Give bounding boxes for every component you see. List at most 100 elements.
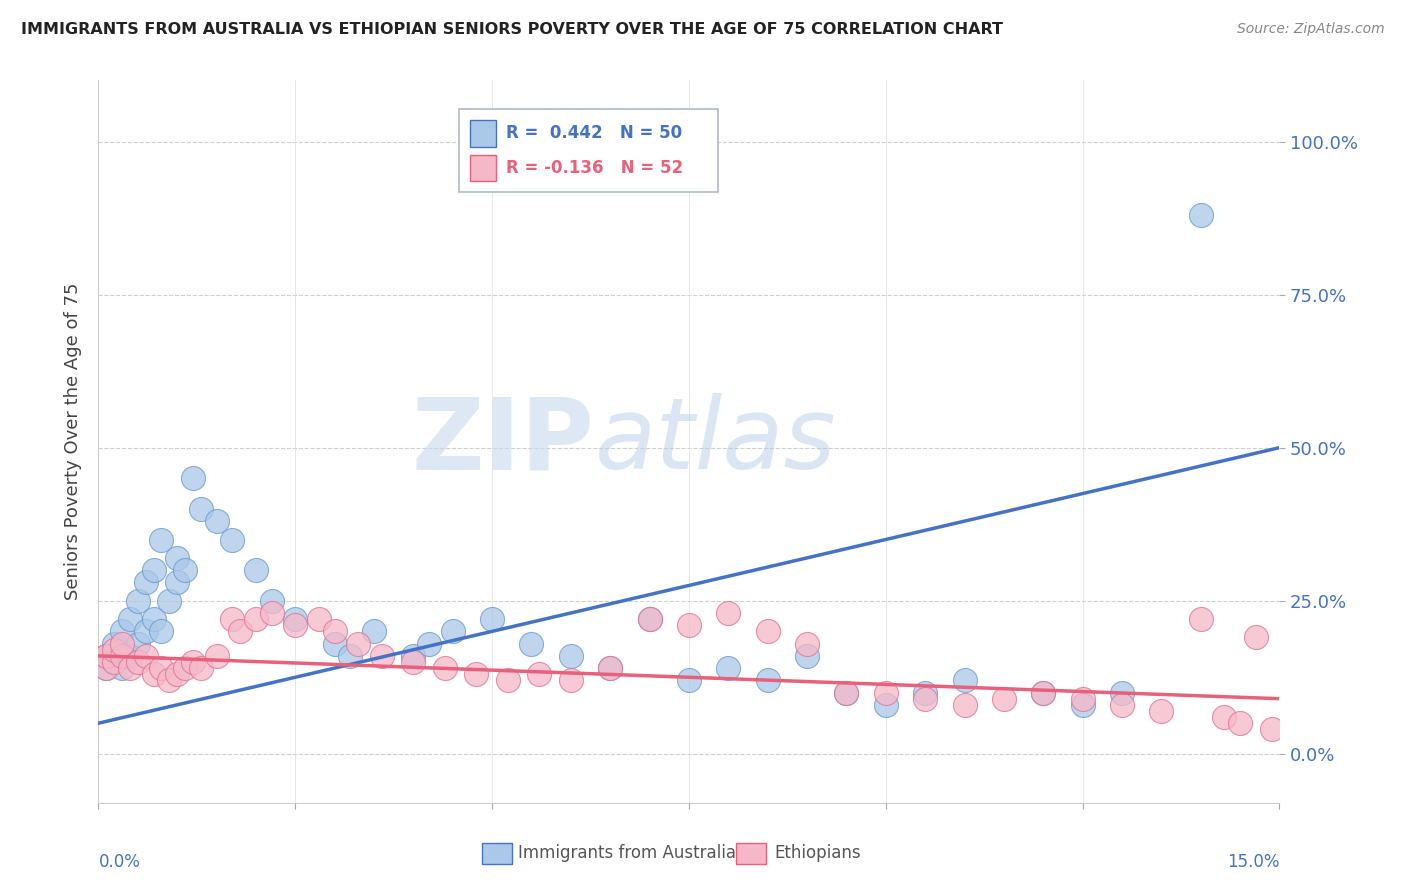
- Point: [96, 661, 118, 675]
- Point: [1111, 698, 1133, 712]
- Bar: [737, 843, 766, 864]
- Point: [142, 612, 165, 626]
- Y-axis label: Seniors Poverty Over the Age of 75: Seniors Poverty Over the Age of 75: [63, 283, 82, 600]
- Point: [96, 648, 118, 663]
- Point: [1071, 691, 1094, 706]
- Point: [756, 673, 779, 688]
- Point: [111, 661, 134, 675]
- Text: atlas: atlas: [595, 393, 837, 490]
- Point: [174, 661, 197, 675]
- Point: [520, 637, 543, 651]
- Point: [166, 667, 188, 681]
- Point: [221, 533, 243, 547]
- Text: 15.0%: 15.0%: [1227, 854, 1279, 871]
- Bar: [471, 155, 496, 181]
- Point: [1229, 716, 1251, 731]
- Point: [717, 661, 740, 675]
- Point: [1189, 208, 1212, 222]
- Point: [875, 698, 897, 712]
- Point: [323, 637, 346, 651]
- Point: [181, 471, 204, 485]
- Bar: [482, 843, 512, 864]
- Point: [1111, 685, 1133, 699]
- Point: [111, 624, 134, 639]
- Point: [339, 648, 361, 663]
- Point: [717, 606, 740, 620]
- Text: R =  0.442   N = 50: R = 0.442 N = 50: [506, 124, 682, 143]
- Point: [166, 575, 188, 590]
- Point: [103, 637, 125, 651]
- Text: 0.0%: 0.0%: [98, 854, 141, 871]
- Point: [433, 661, 456, 675]
- Point: [835, 685, 858, 699]
- Point: [103, 655, 125, 669]
- Point: [205, 648, 228, 663]
- Point: [323, 624, 346, 639]
- Point: [1244, 631, 1267, 645]
- Point: [166, 550, 188, 565]
- Point: [127, 655, 149, 669]
- Point: [835, 685, 858, 699]
- Point: [135, 624, 157, 639]
- Point: [418, 637, 440, 651]
- Point: [229, 624, 252, 639]
- Point: [205, 514, 228, 528]
- Point: [363, 624, 385, 639]
- Point: [402, 648, 425, 663]
- Point: [993, 691, 1015, 706]
- Text: ZIP: ZIP: [412, 393, 595, 490]
- Point: [103, 642, 125, 657]
- Point: [402, 655, 425, 669]
- Point: [221, 612, 243, 626]
- Point: [157, 673, 180, 688]
- Point: [371, 648, 394, 663]
- Point: [678, 673, 700, 688]
- Point: [190, 661, 212, 675]
- Point: [284, 612, 307, 626]
- Point: [118, 612, 141, 626]
- Point: [1260, 723, 1282, 737]
- Point: [111, 648, 134, 663]
- Point: [1071, 698, 1094, 712]
- Point: [1189, 612, 1212, 626]
- Text: Source: ZipAtlas.com: Source: ZipAtlas.com: [1237, 22, 1385, 37]
- Point: [127, 593, 149, 607]
- Point: [284, 618, 307, 632]
- Point: [308, 612, 330, 626]
- Point: [96, 648, 118, 663]
- Point: [875, 685, 897, 699]
- Point: [190, 502, 212, 516]
- Point: [96, 661, 118, 675]
- Point: [496, 673, 519, 688]
- Point: [1032, 685, 1054, 699]
- Point: [118, 661, 141, 675]
- Point: [142, 667, 165, 681]
- Point: [245, 563, 267, 577]
- Point: [529, 667, 551, 681]
- Point: [914, 691, 936, 706]
- Text: R = -0.136   N = 52: R = -0.136 N = 52: [506, 159, 683, 178]
- Point: [174, 563, 197, 577]
- Text: Immigrants from Australia: Immigrants from Australia: [517, 845, 735, 863]
- Point: [481, 612, 503, 626]
- Point: [135, 575, 157, 590]
- Point: [135, 648, 157, 663]
- Point: [111, 637, 134, 651]
- Point: [118, 648, 141, 663]
- Point: [260, 593, 283, 607]
- Bar: [471, 120, 496, 146]
- Point: [142, 563, 165, 577]
- Point: [756, 624, 779, 639]
- Point: [796, 637, 818, 651]
- Point: [150, 661, 173, 675]
- Text: IMMIGRANTS FROM AUSTRALIA VS ETHIOPIAN SENIORS POVERTY OVER THE AGE OF 75 CORREL: IMMIGRANTS FROM AUSTRALIA VS ETHIOPIAN S…: [21, 22, 1002, 37]
- Point: [678, 618, 700, 632]
- FancyBboxPatch shape: [458, 109, 718, 193]
- Point: [1150, 704, 1173, 718]
- Text: Ethiopians: Ethiopians: [773, 845, 860, 863]
- Point: [599, 661, 621, 675]
- Point: [465, 667, 488, 681]
- Point: [638, 612, 661, 626]
- Point: [245, 612, 267, 626]
- Point: [150, 624, 173, 639]
